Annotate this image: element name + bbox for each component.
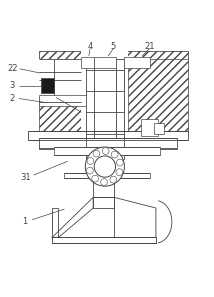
Bar [82,57,94,68]
Bar [52,237,156,243]
Bar [141,119,158,136]
Bar [94,57,116,68]
Bar [54,147,160,155]
Bar [82,51,128,134]
Circle shape [93,150,100,157]
Polygon shape [52,198,93,238]
Circle shape [111,151,118,158]
Circle shape [85,147,124,186]
Text: 21: 21 [144,42,155,51]
Text: 3: 3 [10,81,15,90]
Text: 4: 4 [87,42,93,51]
Bar [39,59,86,97]
Text: 2: 2 [10,94,15,103]
Circle shape [101,179,107,185]
Circle shape [86,167,93,174]
Bar [39,51,188,59]
Circle shape [94,156,116,177]
Text: 5: 5 [111,42,116,51]
Text: 22: 22 [7,64,18,73]
Circle shape [92,175,98,182]
Polygon shape [114,198,156,238]
Bar [154,123,164,134]
Bar [39,138,177,148]
Bar [39,51,82,134]
Bar [93,177,114,198]
Circle shape [102,148,109,154]
Text: 1: 1 [22,217,28,226]
Bar [39,95,86,106]
Circle shape [110,176,117,183]
Bar [41,78,54,93]
Bar [128,51,188,134]
Text: 31: 31 [20,173,30,182]
Bar [64,173,150,178]
Circle shape [116,169,123,176]
Circle shape [116,159,123,166]
Circle shape [87,158,94,165]
Bar [28,132,188,140]
Bar [124,57,150,68]
